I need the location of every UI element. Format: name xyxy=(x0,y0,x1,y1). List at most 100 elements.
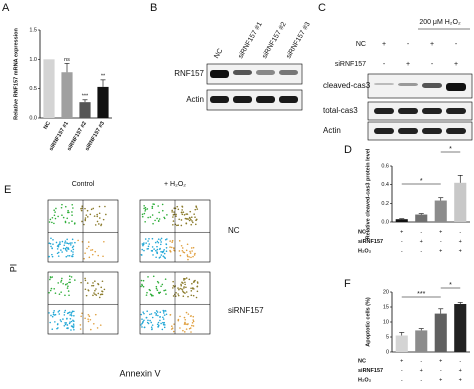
flow-event xyxy=(193,254,196,256)
flow-event xyxy=(152,275,155,278)
flow-event xyxy=(141,326,143,328)
condition-mark: - xyxy=(420,358,422,364)
flow-event xyxy=(178,288,180,291)
flow-event xyxy=(57,282,60,284)
flow-event xyxy=(86,282,89,284)
flow-event xyxy=(51,253,53,256)
flow-event xyxy=(67,209,69,212)
column-label: Control xyxy=(72,181,95,188)
flow-event xyxy=(64,323,67,326)
significance-label: *** xyxy=(417,291,425,298)
flow-event xyxy=(147,245,150,248)
flow-event xyxy=(194,252,196,255)
flow-event xyxy=(60,281,62,283)
flow-event xyxy=(53,222,55,225)
band xyxy=(210,70,229,78)
condition-mark: + xyxy=(459,377,462,383)
flow-event xyxy=(185,291,188,293)
flow-event xyxy=(105,213,107,216)
flow-event xyxy=(61,214,63,216)
flow-event xyxy=(172,285,175,287)
band xyxy=(233,96,252,103)
flow-event xyxy=(104,205,106,208)
condition-mark: - xyxy=(440,368,442,374)
flow-event xyxy=(183,214,186,216)
flow-event xyxy=(164,278,167,280)
flow-event xyxy=(180,284,183,287)
flow-event xyxy=(58,309,61,312)
condition-mark: + xyxy=(439,377,442,383)
lane-label: siRNF157 #1 xyxy=(237,21,264,60)
band xyxy=(398,108,418,114)
condition-mark: + xyxy=(439,229,442,235)
flow-event xyxy=(77,239,79,242)
flow-event xyxy=(141,321,144,324)
flow-event xyxy=(83,223,85,226)
flow-event xyxy=(140,253,143,256)
flow-event xyxy=(188,278,191,281)
y-tick-label: 15 xyxy=(383,304,389,310)
flow-event xyxy=(65,322,68,324)
flow-event xyxy=(79,324,82,326)
flow-event xyxy=(68,294,70,297)
flow-event xyxy=(143,249,145,252)
bar xyxy=(434,313,447,352)
flow-event xyxy=(188,219,191,222)
flow-event xyxy=(162,323,165,326)
flow-event xyxy=(172,295,175,297)
flow-event xyxy=(179,315,181,318)
flow-event xyxy=(186,213,189,215)
condition-mark: - xyxy=(420,377,422,383)
flow-event xyxy=(180,283,182,286)
flow-event xyxy=(165,243,168,246)
flow-event xyxy=(171,241,173,244)
flow-event xyxy=(162,321,164,324)
bar xyxy=(395,219,408,222)
flow-event xyxy=(71,214,73,216)
flow-event xyxy=(177,318,180,321)
flow-event xyxy=(148,238,150,240)
flow-event xyxy=(60,291,62,293)
flow-event xyxy=(52,313,55,316)
flow-event xyxy=(152,254,154,256)
flow-event xyxy=(181,213,184,216)
flow-event xyxy=(159,291,162,294)
flow-event xyxy=(142,311,144,313)
flow-event xyxy=(186,254,189,256)
flow-event xyxy=(97,292,100,295)
flow-event xyxy=(64,240,67,242)
condition-mark: + xyxy=(459,248,462,254)
flow-event xyxy=(79,328,82,330)
flow-event xyxy=(156,252,159,255)
flow-event xyxy=(71,255,73,258)
flow-event xyxy=(150,294,153,296)
flow-event xyxy=(147,247,149,250)
flow-event xyxy=(87,320,90,323)
flow-event xyxy=(155,312,158,315)
flow-event xyxy=(69,244,72,246)
flow-event xyxy=(72,326,75,329)
condition-name: H₂O₂ xyxy=(358,248,372,254)
flow-event xyxy=(178,240,181,242)
band xyxy=(374,83,394,85)
flow-event xyxy=(179,327,181,329)
condition-mark: - xyxy=(383,61,386,68)
flow-event xyxy=(67,327,69,330)
flow-event xyxy=(146,208,149,210)
flow-event xyxy=(161,251,164,254)
flow-event xyxy=(180,211,183,214)
flow-event xyxy=(175,213,177,216)
flow-event xyxy=(61,203,63,206)
flow-event xyxy=(187,295,189,298)
flow-event xyxy=(96,213,98,216)
flow-event xyxy=(66,317,68,320)
flow-event xyxy=(71,211,73,213)
flow-event xyxy=(166,214,168,216)
flow-event xyxy=(159,243,162,246)
flow-event xyxy=(155,285,158,288)
flow-event xyxy=(63,311,66,314)
flow-event xyxy=(87,318,89,320)
flow-event xyxy=(148,288,151,291)
flow-event xyxy=(62,247,65,250)
flow-event xyxy=(56,245,59,247)
